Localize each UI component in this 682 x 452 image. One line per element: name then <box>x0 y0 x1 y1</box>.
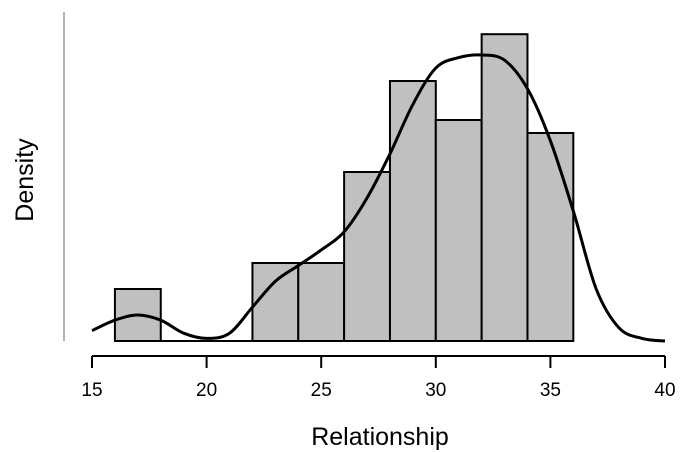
axes <box>63 12 665 357</box>
x-tick-label: 30 <box>425 380 446 401</box>
histogram-bars <box>113 33 575 342</box>
x-tick-label: 15 <box>81 380 102 401</box>
y-axis-title: Density <box>11 138 39 222</box>
x-tick-label: 35 <box>540 380 561 401</box>
x-tick-label: 25 <box>311 380 332 401</box>
x-tick-label: 40 <box>654 380 675 401</box>
histogram-bar <box>251 262 300 342</box>
histogram-bar <box>434 119 483 342</box>
density-curve <box>91 53 666 343</box>
x-axis-ticks: 15 20 25 30 35 40 <box>81 356 676 401</box>
histogram-bar <box>113 288 162 342</box>
histogram-bar <box>297 262 346 342</box>
x-tick-label: 20 <box>196 380 217 401</box>
histogram-bar <box>480 33 529 342</box>
x-axis-title: Relationship <box>311 423 449 451</box>
histogram-bar <box>526 132 575 342</box>
histogram-bar <box>388 80 437 342</box>
density-curve-layer <box>91 53 666 343</box>
